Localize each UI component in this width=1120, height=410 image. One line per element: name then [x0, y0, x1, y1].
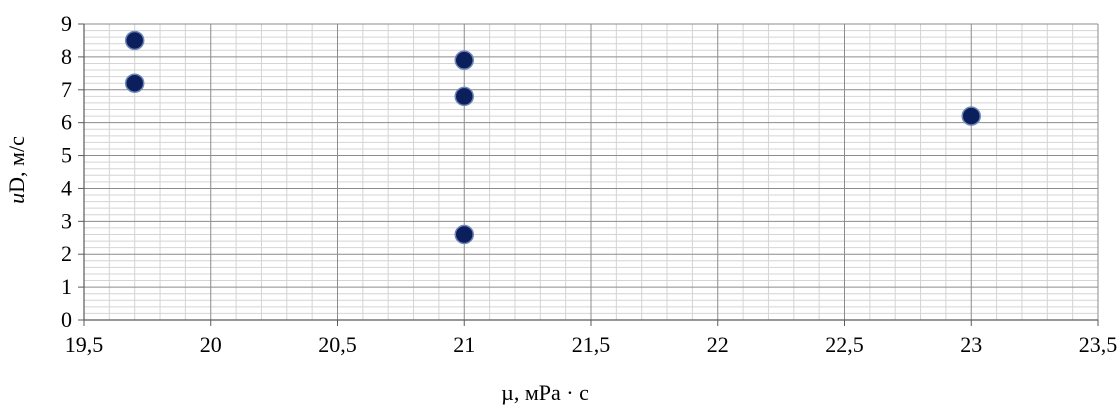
- y-tick-label: 2: [61, 241, 72, 266]
- y-tick-label: 3: [61, 208, 72, 233]
- data-points: [124, 30, 981, 245]
- x-tick-label: 23: [960, 332, 982, 357]
- x-tick-label: 23,5: [1079, 332, 1118, 357]
- data-point: [454, 50, 474, 70]
- x-tick-label: 20,5: [318, 332, 357, 357]
- data-point: [124, 30, 145, 51]
- y-tick-label: 0: [61, 307, 72, 332]
- y-axis-label-italic: u: [4, 193, 29, 204]
- grid: [83, 23, 1099, 321]
- data-point: [124, 73, 145, 93]
- x-tick-labels: 19,5 20 20,5 21 21,5 22 22,5 23 23,5: [65, 332, 1118, 357]
- y-axis-label-rest: D, м/с: [4, 136, 29, 193]
- x-tick-label: 19,5: [65, 332, 104, 357]
- x-tick-label: 21: [453, 332, 475, 357]
- data-point: [454, 86, 474, 107]
- data-point: [961, 106, 981, 126]
- y-tick-label: 1: [61, 274, 72, 299]
- data-point: [454, 224, 474, 245]
- y-tick-label: 8: [61, 44, 72, 69]
- y-tick-label: 6: [61, 110, 72, 135]
- y-tick-label: 9: [61, 11, 72, 36]
- y-tick-label: 5: [61, 143, 72, 168]
- y-tick-labels: 0 1 2 3 4 5 6 7 8 9: [61, 11, 72, 332]
- y-tick-label: 7: [61, 77, 72, 102]
- x-tick-label: 22,5: [825, 332, 864, 357]
- x-tick-label: 21,5: [572, 332, 611, 357]
- y-axis-label: uD, м/с: [4, 136, 29, 204]
- x-tick-label: 22: [707, 332, 729, 357]
- y-tick-label: 4: [61, 175, 72, 200]
- x-tick-label: 20: [200, 332, 222, 357]
- axes: [78, 23, 1099, 326]
- x-axis-label: µ, мPa · c: [501, 380, 589, 405]
